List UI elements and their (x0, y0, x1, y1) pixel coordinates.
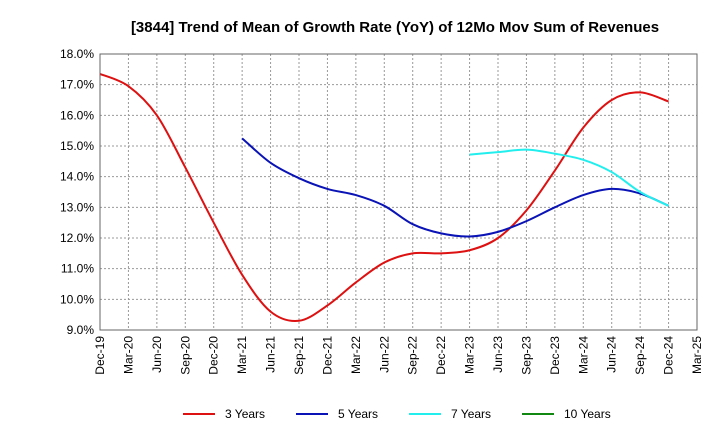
x-tick-label: Jun-23 (491, 336, 505, 373)
series-line-5-years (241, 137, 669, 238)
y-tick-label: 17.0% (60, 78, 94, 92)
plot-frame (99, 53, 698, 331)
x-tick-label: Sep-20 (178, 336, 192, 375)
y-tick-label: 9.0% (67, 323, 95, 337)
x-tick-label: Dec-22 (434, 336, 448, 375)
x-tick-label: Mar-22 (349, 336, 363, 374)
legend: 3 Years 5 Years 7 Years 10 Years (183, 407, 611, 421)
x-tick-label: Mar-21 (235, 336, 249, 374)
x-tick-label: Dec-24 (662, 336, 676, 375)
x-tick-label: Dec-20 (207, 336, 221, 375)
x-tick-label: Sep-24 (633, 336, 647, 375)
y-tick-label: 13.0% (60, 200, 94, 214)
grid (99, 53, 698, 331)
x-tick-label: Sep-21 (292, 336, 306, 375)
legend-label: 3 Years (225, 407, 265, 421)
x-tick-label: Mar-20 (121, 336, 135, 374)
y-tick-label: 14.0% (60, 170, 94, 184)
x-tick-label: Sep-22 (406, 336, 420, 375)
x-tick-label: Mar-25 (690, 336, 704, 374)
x-tick-label: Dec-21 (320, 336, 334, 375)
x-tick-label: Mar-24 (576, 336, 590, 374)
legend-label: 7 Years (451, 407, 491, 421)
y-tick-label: 12.0% (60, 231, 94, 245)
x-tick-label: Dec-23 (548, 336, 562, 375)
y-tick-label: 11.0% (61, 262, 94, 276)
series-lines (99, 73, 670, 323)
x-tick-label: Mar-23 (463, 336, 477, 374)
series-line-7-years (469, 148, 670, 207)
x-tick-label: Sep-23 (519, 336, 533, 375)
legend-label: 10 Years (564, 407, 611, 421)
legend-label: 5 Years (338, 407, 378, 421)
x-axis: Dec-19 Mar-20 Jun-20 Sep-20 Dec-20 Mar-21 Jun-… (93, 336, 704, 375)
y-tick-label: 15.0% (60, 139, 94, 153)
x-tick-label: Jun-22 (377, 336, 391, 373)
series-line-3-years (99, 73, 669, 323)
x-tick-label: Jun-21 (264, 336, 278, 373)
y-tick-label: 16.0% (60, 108, 94, 122)
x-tick-label: Dec-19 (93, 336, 107, 375)
y-axis: 9.0% 10.0% 11.0% 12.0% 13.0% 14.0% 15.0% 16.0% 1… (60, 47, 94, 337)
y-tick-label: 18.0% (60, 47, 94, 61)
x-tick-label: Jun-24 (605, 336, 619, 373)
x-tick-label: Jun-20 (150, 336, 164, 373)
y-tick-label: 10.0% (60, 292, 94, 306)
chart-title: [3844] Trend of Mean of Growth Rate (YoY… (131, 19, 659, 36)
